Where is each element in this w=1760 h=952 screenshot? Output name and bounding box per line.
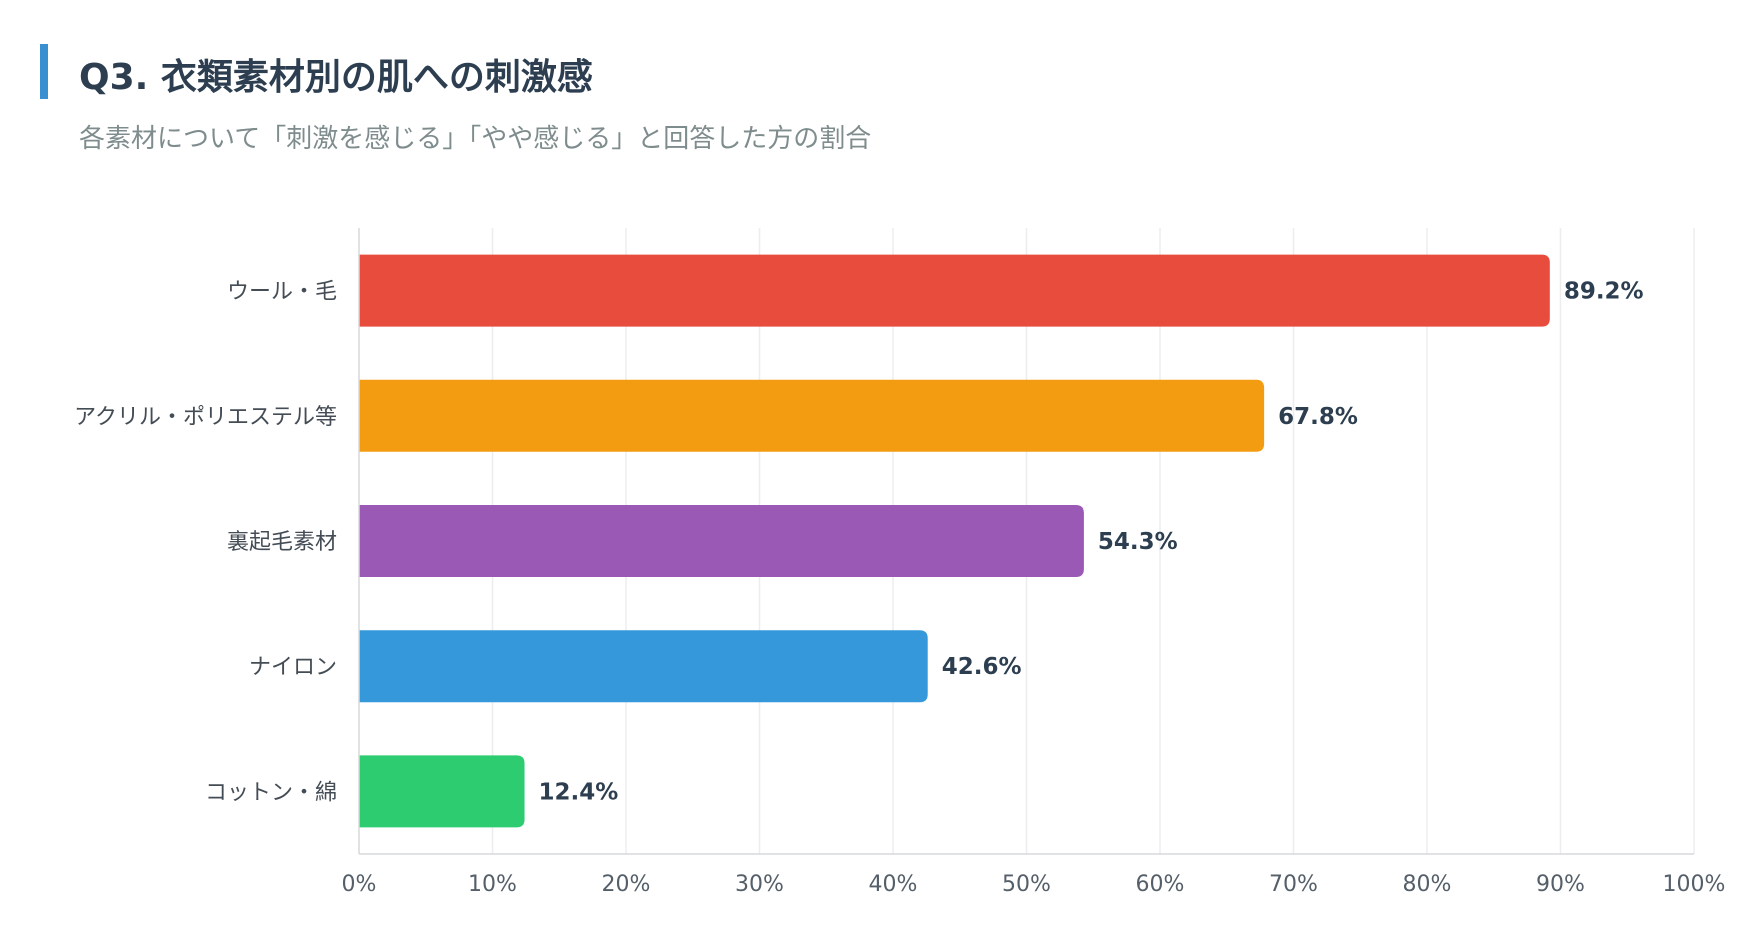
x-tick-label: 0% [342, 872, 377, 897]
category-label: コットン・綿 [205, 780, 337, 805]
value-label: 54.3% [1098, 529, 1178, 555]
chart-subtitle: 各素材について「刺激を感じる」「やや感じる」と回答した方の割合 [79, 124, 872, 154]
bar [359, 630, 928, 703]
x-tick-label: 10% [468, 872, 517, 897]
category-label: ナイロン [249, 655, 337, 680]
x-tick-label: 80% [1403, 872, 1452, 897]
x-tick-label: 100% [1663, 872, 1726, 897]
x-tick-label: 50% [1002, 872, 1051, 897]
x-tick-label: 30% [735, 872, 784, 897]
axes [358, 228, 1694, 855]
value-label: 12.4% [539, 779, 619, 805]
x-tick-label: 60% [1136, 872, 1185, 897]
value-labels: 89.2% 67.8% 54.3% 42.6% 12.4% [539, 279, 1644, 806]
category-label: アクリル・ポリエステル等 [74, 405, 337, 430]
value-label: 42.6% [942, 654, 1022, 680]
chart-title: Q3. 衣類素材別の肌への刺激感 [79, 57, 593, 98]
category-label: ウール・毛 [227, 280, 337, 305]
x-tick-labels: 0% 10% 20% 30% 40% 50% 60% 70% 80% 90% 100% [342, 872, 1726, 897]
bar [359, 379, 1265, 452]
value-label: 67.8% [1278, 404, 1358, 430]
bar [359, 505, 1084, 577]
category-label: 裏起毛素材 [227, 530, 337, 555]
bar [359, 254, 1550, 327]
x-tick-label: 40% [869, 872, 918, 897]
x-tick-label: 20% [602, 872, 651, 897]
title-accent-bar [40, 44, 48, 99]
x-tick-label: 70% [1269, 872, 1318, 897]
bar [359, 755, 525, 828]
value-label: 89.2% [1564, 279, 1644, 305]
x-tick-label: 90% [1536, 872, 1585, 897]
bars [359, 254, 1550, 828]
